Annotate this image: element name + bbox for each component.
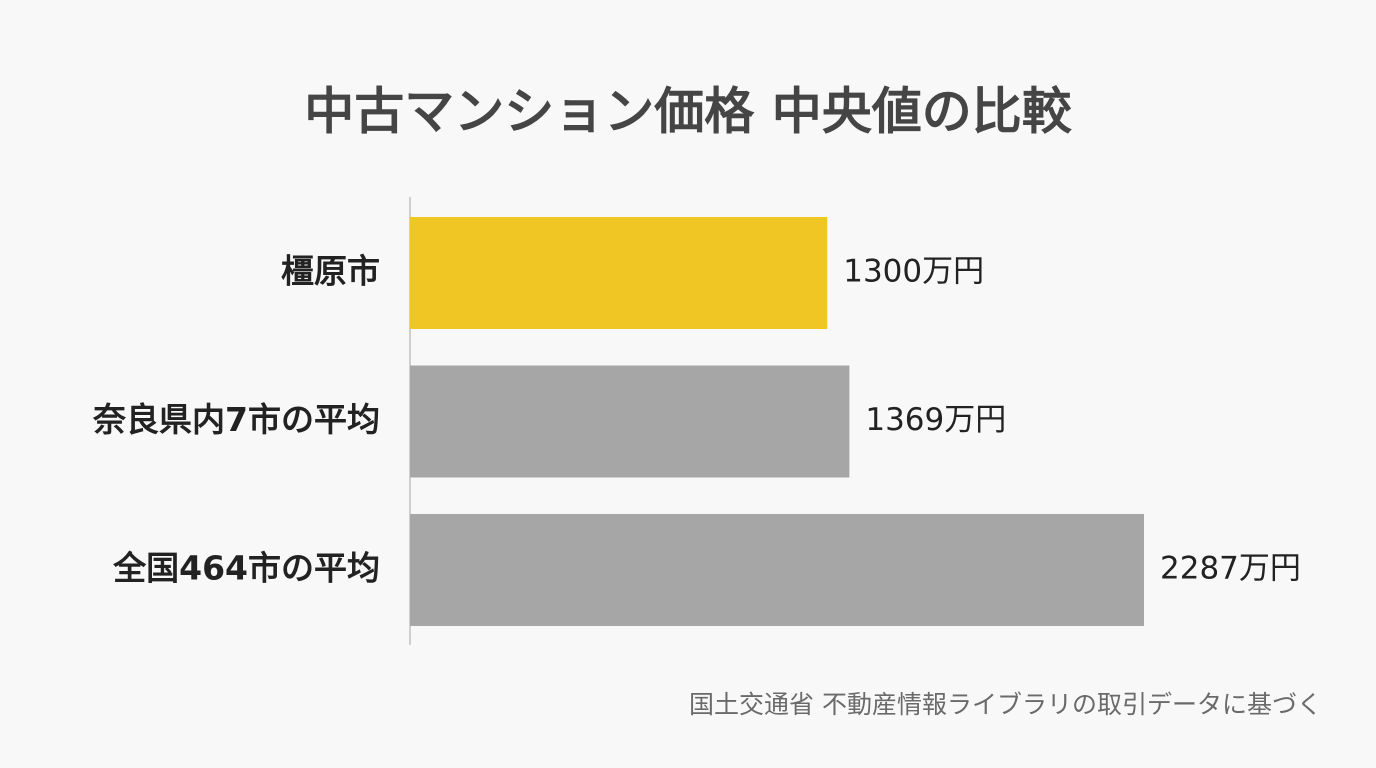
source-note: 国土交通省 不動産情報ライブラリの取引データに基づく — [689, 690, 1322, 719]
bar — [410, 365, 850, 478]
category-label: 全国464市の平均 — [112, 549, 380, 588]
bar — [410, 514, 1144, 626]
value-label: 2287万円 — [1160, 551, 1301, 587]
category-label: 橿原市 — [281, 252, 380, 291]
bar — [410, 217, 828, 329]
category-label: 奈良県内7市の平均 — [92, 400, 380, 439]
value-label: 1300万円 — [843, 254, 984, 290]
chart-title: 中古マンション価格 中央値の比較 — [304, 83, 1072, 141]
value-label: 1369万円 — [865, 402, 1006, 438]
